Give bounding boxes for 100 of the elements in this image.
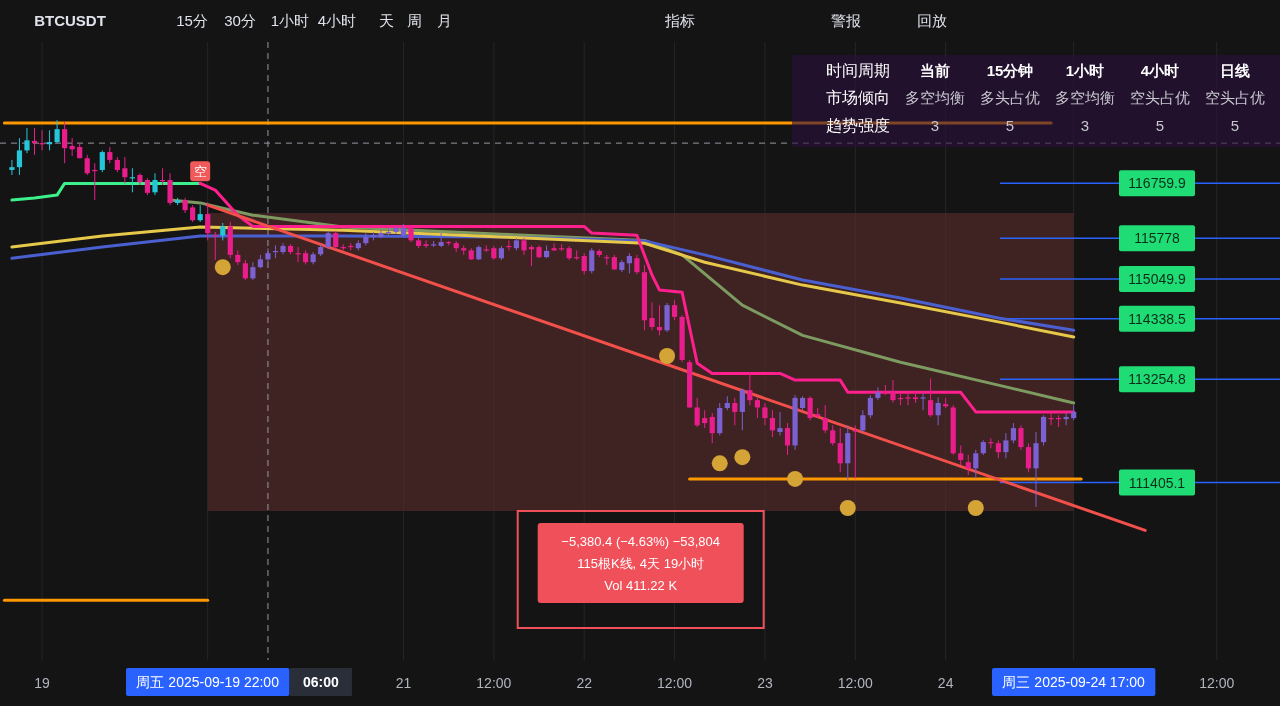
candlestick — [581, 252, 587, 275]
candlestick — [280, 242, 286, 255]
candlestick — [837, 427, 843, 473]
x-tick-label: 19 — [34, 675, 51, 691]
category-label: 日线 — [1220, 61, 1250, 79]
candlestick — [393, 225, 399, 235]
x-tick-label: 12:00 — [1199, 675, 1235, 691]
point — [839, 500, 856, 517]
x-tick-label: 22 — [576, 675, 593, 691]
text: 3 — [930, 116, 940, 134]
category-label: 1小时 — [270, 11, 310, 29]
candlestick — [1010, 422, 1017, 444]
candlestick — [242, 259, 248, 281]
text: 空头占优 — [1130, 88, 1190, 106]
candlestick — [122, 156, 128, 184]
x-tick-label: 12:00 — [837, 675, 874, 691]
x-tick-label: 23 — [757, 675, 773, 691]
text: 5 — [1155, 116, 1165, 134]
candlestick — [822, 404, 828, 434]
y-tick-label: 113254.8 — [1128, 371, 1186, 388]
candlestick — [506, 239, 512, 251]
text: 多空均衡 — [1055, 88, 1115, 106]
text: 5 — [1005, 116, 1015, 134]
candlestick — [769, 409, 776, 438]
candlestick — [807, 395, 813, 421]
category-label: 天 — [378, 11, 394, 29]
candlestick — [438, 232, 444, 248]
category-label: 当前 — [920, 61, 950, 79]
candlestick — [212, 231, 218, 261]
candlestick — [860, 409, 866, 433]
y-tick-label: 114338.5 — [1128, 310, 1186, 327]
candlestick — [1003, 432, 1009, 459]
candlestick — [709, 412, 715, 444]
candlestick — [589, 247, 595, 274]
candlestick — [973, 449, 979, 479]
x-tick-label: 周五 2025-09-19 22:00 — [136, 674, 280, 690]
candlestick — [152, 172, 158, 196]
point — [787, 470, 804, 487]
point — [659, 348, 676, 365]
text: 5 — [1230, 116, 1240, 134]
candlestick — [732, 397, 738, 426]
candlestick — [634, 254, 640, 275]
text: 3 — [1080, 116, 1090, 134]
candlestick — [875, 386, 881, 401]
candlestick — [39, 129, 45, 151]
category-label: 1小时 — [1065, 61, 1105, 79]
x-tick-label: 12:00 — [657, 675, 693, 691]
candlestick — [852, 424, 858, 479]
category-label: 月 — [436, 11, 452, 29]
candlestick — [754, 396, 761, 419]
text: 多头占优 — [980, 88, 1040, 106]
band-label: −5,380.4 (−4.63%) −53,804 115根K线, 4天 19小时 Vol 411.22 K — [561, 533, 721, 593]
candlestick — [62, 121, 68, 164]
candlestick — [830, 424, 836, 446]
candlestick — [1018, 424, 1024, 451]
x-tick-label: 24 — [937, 675, 954, 691]
category-label: 警报 — [831, 11, 861, 29]
category-label: 回放 — [917, 11, 947, 29]
candlestick — [905, 391, 911, 406]
category-label: 周 — [406, 11, 422, 29]
point — [967, 500, 984, 517]
candlestick — [1048, 412, 1054, 426]
candlestick — [671, 299, 678, 321]
y-tick-label: 111405.1 — [1128, 474, 1186, 491]
point — [711, 455, 728, 472]
candlestick — [890, 379, 896, 403]
category-label: 趋势强度 — [826, 116, 890, 134]
category-label: 15分 — [176, 11, 208, 29]
candlestick — [958, 444, 964, 466]
candlestick — [423, 239, 429, 249]
candlestick — [747, 371, 753, 406]
category-label: 4小时 — [317, 11, 357, 29]
candlestick — [694, 397, 700, 428]
candlestick — [739, 387, 745, 431]
category-label: 指标 — [664, 11, 695, 29]
category-label: 15分钟 — [986, 61, 1034, 79]
candlestick — [762, 402, 768, 426]
candlestick — [928, 377, 934, 418]
category-label: BTCUSDT — [34, 11, 106, 29]
candlestick — [84, 154, 90, 176]
category-label: 4小时 — [1140, 61, 1180, 79]
candlestick — [1025, 442, 1032, 473]
candlestick — [16, 137, 23, 176]
x-tick-label: 21 — [395, 675, 412, 691]
candlestick — [24, 127, 30, 154]
text: 空头占优 — [1205, 88, 1265, 106]
y-tick-label: 116759.9 — [1128, 175, 1186, 192]
candlestick — [867, 394, 873, 419]
x-tick-label: 周三 2025-09-24 17:00 — [1002, 674, 1146, 690]
candlestick — [777, 411, 783, 436]
category-label: 30分 — [224, 11, 256, 29]
candlestick — [965, 454, 971, 476]
candlestick — [54, 119, 60, 144]
point — [734, 449, 751, 466]
candlestick — [167, 172, 173, 206]
ref-line-label: 06:00 — [303, 674, 340, 690]
y-tick-label: 115049.9 — [1128, 270, 1186, 287]
candlestick — [325, 230, 331, 250]
text: 多空均衡 — [905, 88, 965, 106]
candlestick — [551, 242, 557, 252]
